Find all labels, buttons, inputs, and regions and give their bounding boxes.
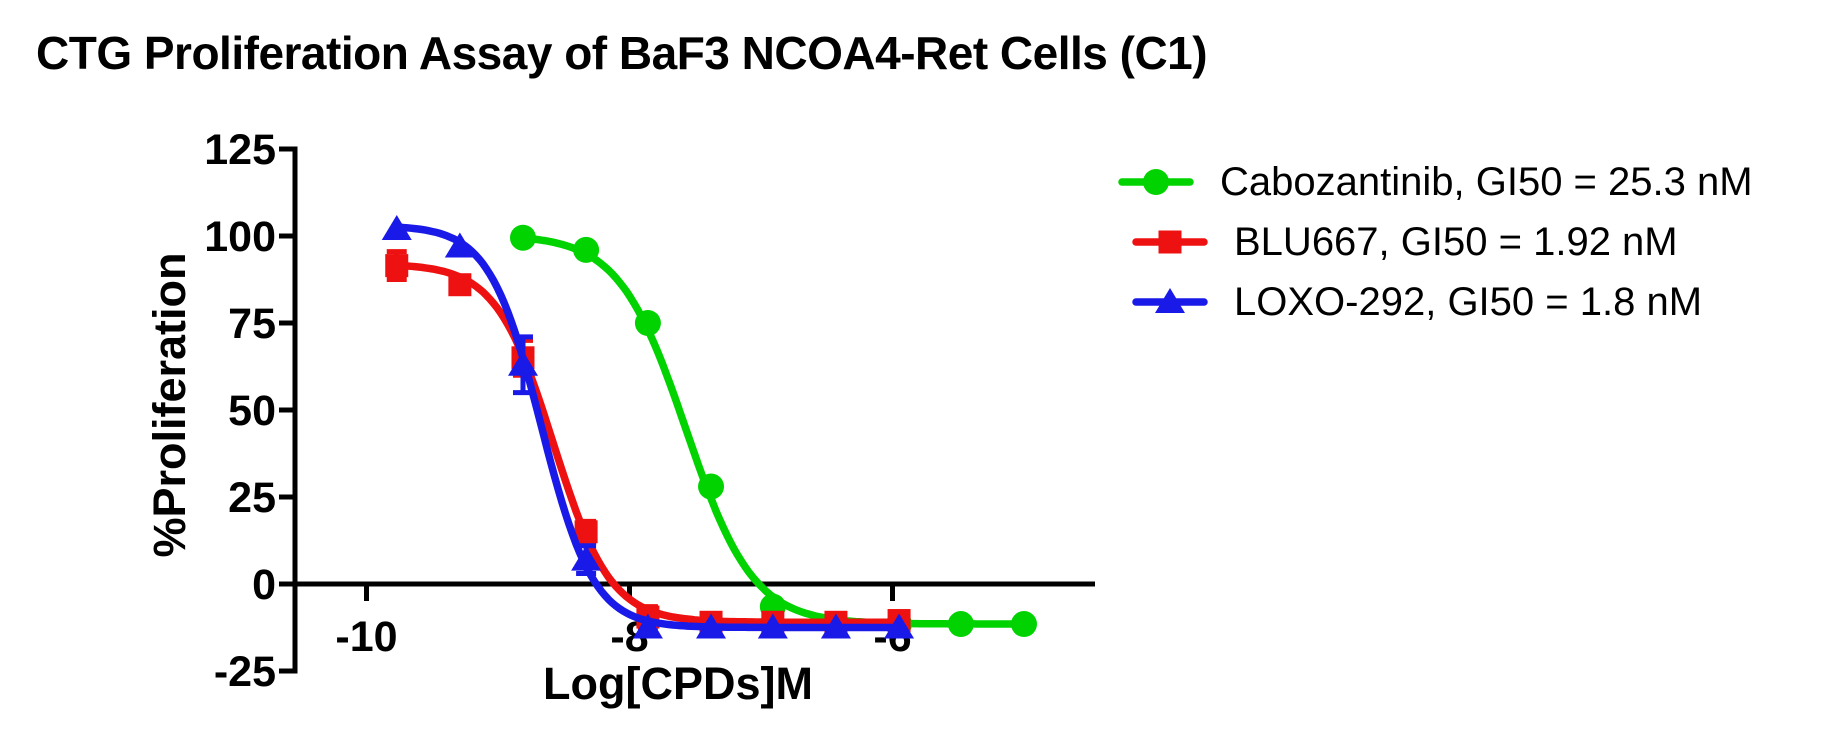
data-point-triangle-series-2 — [444, 232, 475, 258]
legend-marker-circle-icon — [1118, 169, 1194, 195]
data-point-triangle-series-2 — [632, 613, 663, 639]
data-point-circle-series-0 — [698, 473, 725, 500]
data-point-circle-series-0 — [947, 611, 974, 638]
legend-triangle-glyph — [1155, 288, 1185, 313]
x-tick-label: -10 — [335, 613, 397, 661]
legend-label-blu667: BLU667, GI50 = 1.92 nM — [1234, 219, 1678, 264]
x-axis-title: Log[CPDs]M — [543, 658, 813, 709]
legend: Cabozantinib, GI50 = 25.3 nM BLU667, GI5… — [1118, 152, 1753, 332]
legend-circle-glyph — [1143, 169, 1169, 195]
legend-marker-triangle-icon — [1132, 288, 1208, 313]
data-point-triangle-series-2 — [820, 613, 851, 639]
legend-label-cabozantinib: Cabozantinib, GI50 = 25.3 nM — [1220, 159, 1753, 204]
data-point-triangle-series-2 — [507, 350, 538, 376]
y-tick-label: 125 — [204, 126, 276, 174]
chart-title: CTG Proliferation Assay of BaF3 NCOA4-Re… — [36, 27, 1208, 79]
legend-label-loxo292: LOXO-292, GI50 = 1.8 nM — [1234, 279, 1703, 324]
data-point-circle-series-0 — [1011, 611, 1037, 638]
data-point-triangle-series-2 — [696, 613, 727, 639]
data-point-square-series-1 — [448, 273, 472, 297]
data-point-triangle-series-2 — [381, 215, 412, 241]
y-tick-label: 100 — [204, 213, 276, 261]
y-tick-label: 0 — [252, 561, 276, 609]
data-point-square-series-1 — [574, 520, 598, 544]
data-point-triangle-series-2 — [571, 545, 602, 571]
y-tick-label: -25 — [214, 648, 276, 696]
legend-item-loxo292: LOXO-292, GI50 = 1.8 nM — [1132, 272, 1753, 332]
y-tick-label: 75 — [228, 300, 276, 348]
legend-item-blu667: BLU667, GI50 = 1.92 nM — [1132, 212, 1753, 272]
y-tick-label: 50 — [228, 387, 276, 435]
y-axis-title: %Proliferation — [144, 252, 195, 558]
data-point-triangle-series-2 — [757, 613, 788, 639]
data-point-circle-series-0 — [509, 224, 536, 251]
data-point-square-series-1 — [385, 254, 409, 278]
data-point-circle-series-0 — [573, 236, 600, 263]
y-tick-label: 25 — [228, 474, 276, 522]
legend-marker-square-icon — [1132, 230, 1208, 254]
data-point-circle-series-0 — [634, 310, 661, 336]
legend-item-cabozantinib: Cabozantinib, GI50 = 25.3 nM — [1118, 152, 1753, 212]
legend-square-glyph — [1158, 230, 1182, 254]
data-point-triangle-series-2 — [884, 613, 915, 639]
